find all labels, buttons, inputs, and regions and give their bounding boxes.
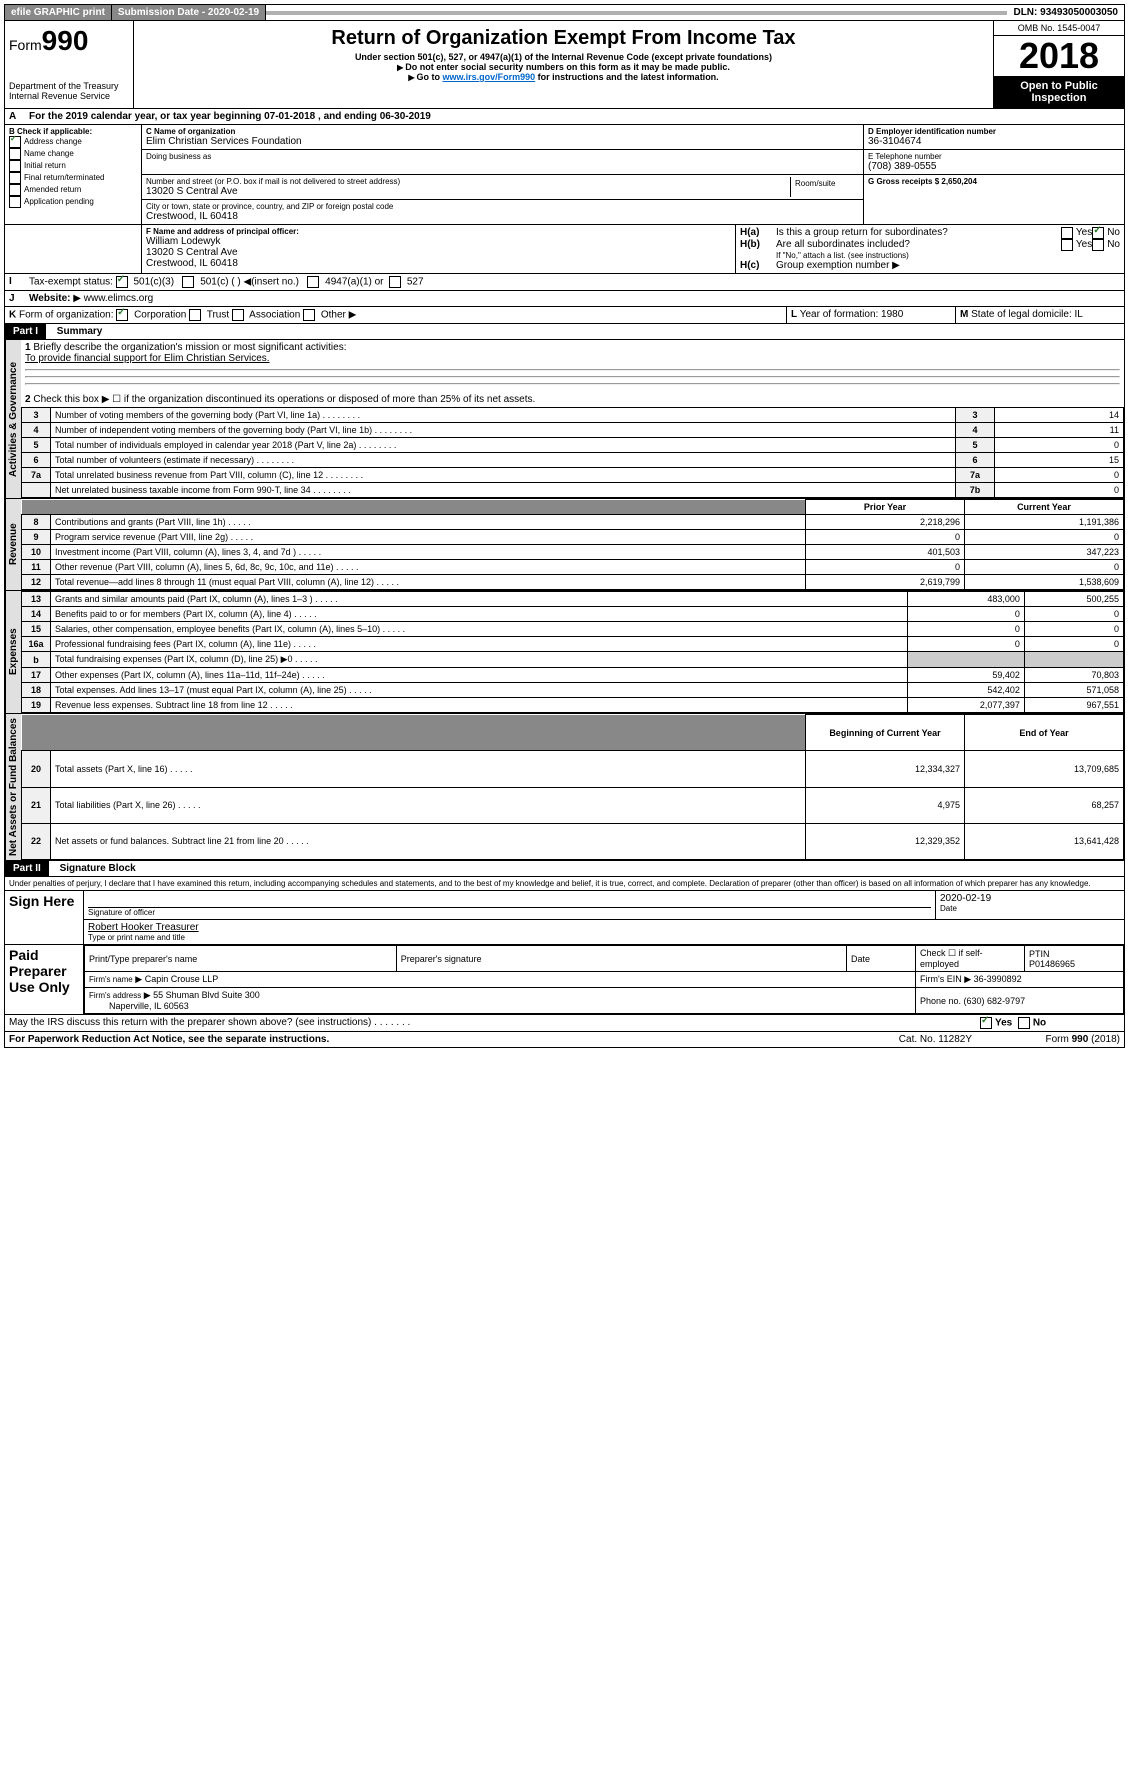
website: www.elimcs.org	[84, 293, 153, 304]
firm-addr: 55 Shuman Blvd Suite 300	[153, 990, 260, 1000]
state-domicile: State of legal domicile: IL	[971, 309, 1083, 320]
hb-note: If "No," attach a list. (see instruction…	[740, 251, 1120, 260]
officer-addr2: Crestwood, IL 60418	[146, 258, 731, 269]
street-address: 13020 S Central Ave	[146, 186, 790, 197]
netassets-table: Beginning of Current YearEnd of Year20To…	[21, 714, 1124, 860]
irs-link[interactable]: www.irs.gov/Form990	[442, 72, 535, 82]
sign-here-label: Sign Here	[5, 891, 84, 944]
period-row: A For the 2019 calendar year, or tax yea…	[4, 109, 1125, 125]
q2-label: Check this box ▶ ☐ if the organization d…	[33, 394, 535, 405]
officer-name: William Lodewyk	[146, 236, 731, 247]
expenses-table: 13Grants and similar amounts paid (Part …	[21, 591, 1124, 713]
cat-no: Cat. No. 11282Y	[895, 1032, 976, 1047]
officer-typed-name: Robert Hooker Treasurer	[88, 922, 1120, 933]
ein-label: D Employer identification number	[868, 127, 1120, 136]
top-spacer	[266, 11, 1007, 15]
room-label: Room/suite	[790, 177, 859, 197]
boxb-1[interactable]	[9, 148, 21, 160]
paperwork-notice: For Paperwork Reduction Act Notice, see …	[5, 1032, 895, 1047]
501c3-check[interactable]	[116, 276, 128, 288]
dept-treasury: Department of the Treasury Internal Reve…	[9, 81, 129, 101]
efile-print-button[interactable]: efile GRAPHIC print	[5, 5, 112, 20]
part1-header: Part I	[5, 324, 46, 339]
hb-yes[interactable]	[1061, 239, 1073, 251]
sig-officer-label: Signature of officer	[88, 908, 931, 917]
perjury-statement: Under penalties of perjury, I declare th…	[4, 877, 1125, 891]
dln: DLN: 93493050003050	[1007, 5, 1124, 20]
boxb-5[interactable]	[9, 196, 21, 208]
governance-table: 3Number of voting members of the governi…	[21, 407, 1124, 498]
tax-year: 2018	[994, 36, 1124, 76]
city-state-zip: Crestwood, IL 60418	[146, 211, 859, 222]
boxb-4[interactable]	[9, 184, 21, 196]
boxb-0[interactable]	[9, 136, 21, 148]
tax-period: For the 2019 calendar year, or tax year …	[25, 109, 435, 124]
ha-yes[interactable]	[1061, 227, 1073, 239]
firm-name: Capin Crouse LLP	[145, 974, 219, 984]
org-name-label: C Name of organization	[146, 127, 859, 136]
part1-title: Summary	[49, 326, 103, 337]
part2-header: Part II	[5, 861, 49, 876]
q1-label: Briefly describe the organization's miss…	[33, 342, 346, 353]
mission-text: To provide financial support for Elim Ch…	[25, 353, 270, 364]
subtitle-2: Do not enter social security numbers on …	[138, 62, 989, 72]
phone-label: E Telephone number	[868, 152, 1120, 161]
hb-label: Are all subordinates included?	[776, 239, 1061, 251]
discuss-no[interactable]	[1018, 1017, 1030, 1029]
subtitle-3: Go to www.irs.gov/Form990 for instructio…	[138, 72, 989, 82]
sig-date: 2020-02-19	[940, 893, 1120, 904]
officer-label: F Name and address of principal officer:	[146, 227, 731, 236]
form-label: Form990	[9, 25, 129, 57]
boxb-2[interactable]	[9, 160, 21, 172]
open-to-public: Open to Public Inspection	[994, 76, 1124, 108]
form-header: Form990 Department of the Treasury Inter…	[4, 21, 1125, 109]
gross-receipts: G Gross receipts $ 2,650,204	[868, 177, 1120, 186]
year-formation: Year of formation: 1980	[800, 309, 904, 320]
firm-phone: Phone no. (630) 682-9797	[916, 988, 1124, 1014]
city-label: City or town, state or province, country…	[146, 202, 859, 211]
revenue-sidelabel: Revenue	[5, 499, 21, 590]
boxb-3[interactable]	[9, 172, 21, 184]
ein-value: 36-3104674	[868, 136, 1120, 147]
hc-label: Group exemption number	[776, 260, 889, 271]
ha-label: Is this a group return for subordinates?	[776, 227, 1061, 239]
form-title: Return of Organization Exempt From Incom…	[138, 27, 989, 50]
submission-date: Submission Date - 2020-02-19	[112, 5, 266, 20]
form-footer: Form 990 (2018)	[976, 1032, 1124, 1047]
firm-ein: Firm's EIN ▶ 36-3990892	[916, 972, 1124, 988]
entity-block: B Check if applicable: Address changeNam…	[4, 125, 1125, 225]
tax-exempt-status: Tax-exempt status: 501(c)(3) 501(c) ( ) …	[25, 274, 428, 290]
org-name: Elim Christian Services Foundation	[146, 136, 859, 147]
ha-no[interactable]	[1092, 227, 1104, 239]
phone-value: (708) 389-0555	[868, 161, 1120, 172]
revenue-table: Prior YearCurrent Year8Contributions and…	[21, 499, 1124, 590]
discuss-question: May the IRS discuss this return with the…	[5, 1015, 976, 1031]
expenses-sidelabel: Expenses	[5, 591, 21, 713]
part2-title: Signature Block	[52, 863, 136, 874]
subtitle-1: Under section 501(c), 527, or 4947(a)(1)…	[138, 52, 989, 62]
ptin: P01486965	[1029, 959, 1075, 969]
governance-sidelabel: Activities & Governance	[5, 340, 21, 498]
hb-no[interactable]	[1092, 239, 1104, 251]
top-bar: efile GRAPHIC print Submission Date - 20…	[4, 4, 1125, 21]
dba-label: Doing business as	[146, 152, 859, 161]
netassets-sidelabel: Net Assets or Fund Balances	[5, 714, 21, 860]
paid-preparer-label: Paid Preparer Use Only	[5, 945, 84, 1014]
officer-addr1: 13020 S Central Ave	[146, 247, 731, 258]
discuss-yes[interactable]	[980, 1017, 992, 1029]
omb-number: OMB No. 1545-0047	[994, 21, 1124, 36]
addr-label: Number and street (or P.O. box if mail i…	[146, 177, 790, 186]
